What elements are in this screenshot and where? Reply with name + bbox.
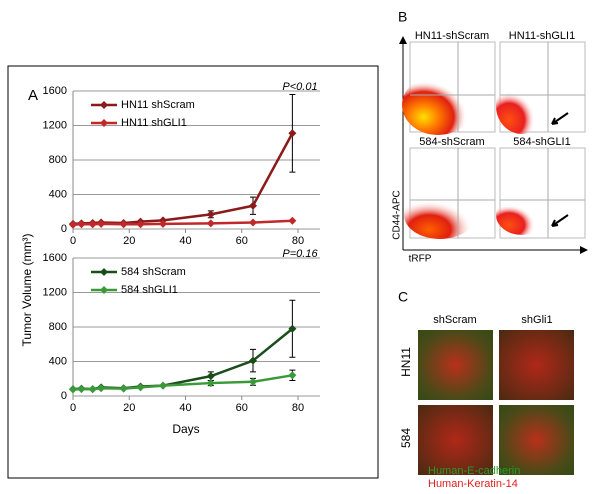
- data-point: [69, 220, 77, 229]
- data-point: [69, 385, 77, 394]
- plot-title: 584-shScram: [419, 136, 484, 148]
- legend-marker: [100, 119, 108, 127]
- annotation: P=0.16: [282, 248, 318, 260]
- data-point: [119, 220, 128, 229]
- annotation: P<0.01: [282, 81, 317, 93]
- panel-frame: [7, 65, 379, 479]
- legend-label: HN11 shScram: [121, 99, 195, 111]
- stain-legend: Human-Keratin-14: [428, 478, 518, 490]
- row-label: HN11: [399, 347, 413, 377]
- y-tick-label: 400: [49, 188, 67, 200]
- data-point: [288, 324, 297, 333]
- plot-title: HN11-shGLI1: [509, 30, 575, 42]
- data-point: [288, 371, 297, 380]
- legend-label: 584 shGLI1: [121, 284, 178, 296]
- y-axis-label: Tumor Volume (mm³): [20, 234, 34, 347]
- x-tick-label: 0: [70, 402, 76, 414]
- flow-plots: [402, 41, 586, 239]
- x-axis-label: Days: [172, 422, 199, 436]
- x-tick-label: 0: [70, 235, 76, 247]
- data-point: [206, 210, 215, 219]
- y-tick-label: 400: [49, 355, 67, 367]
- plot-title: 584-shGLI1: [513, 136, 570, 148]
- legend-label: HN11 shGLI1: [121, 117, 187, 129]
- series-line: [72, 374, 293, 391]
- row-label: 584: [399, 428, 413, 448]
- x-tick-label: 80: [292, 235, 304, 247]
- x-tick-label: 80: [292, 402, 304, 414]
- data-point: [88, 220, 97, 229]
- axis-label: CD44-APC: [392, 190, 403, 239]
- data-point: [249, 218, 257, 227]
- x-tick-label: 60: [236, 235, 248, 247]
- data-point: [249, 356, 257, 365]
- arrowhead: [399, 36, 407, 44]
- data-point: [97, 384, 106, 393]
- data-point: [136, 220, 145, 229]
- legend-marker: [100, 286, 108, 294]
- legend-marker: [100, 268, 108, 276]
- y-tick-label: 1600: [43, 252, 67, 264]
- y-tick-label: 1200: [43, 119, 67, 131]
- x-tick-label: 60: [236, 402, 248, 414]
- legend-marker: [100, 101, 108, 109]
- arrowhead: [580, 246, 588, 254]
- data-point: [88, 385, 97, 394]
- y-tick-label: 0: [61, 223, 67, 235]
- data-point: [206, 372, 215, 381]
- stain-legend: Human-E-cadherin: [428, 465, 520, 477]
- data-point: [249, 377, 257, 386]
- panel-label: A: [28, 87, 38, 104]
- axis-label: tRFP: [409, 254, 432, 265]
- y-tick-label: 800: [49, 154, 67, 166]
- data-point: [159, 219, 167, 228]
- x-tick-label: 40: [179, 402, 191, 414]
- series-line: [72, 132, 294, 226]
- legend-label: 584 shScram: [121, 266, 186, 278]
- column-label: shScram: [433, 314, 476, 326]
- series-line: [72, 219, 293, 226]
- y-tick-label: 1200: [43, 286, 67, 298]
- data-point: [159, 381, 167, 390]
- x-tick-label: 20: [123, 402, 135, 414]
- panel-label: C: [398, 289, 408, 305]
- y-tick-label: 0: [61, 390, 67, 402]
- micrographs: [418, 330, 574, 475]
- column-label: shGli1: [521, 314, 552, 326]
- data-point: [206, 379, 215, 388]
- data-point: [249, 201, 257, 210]
- data-point: [119, 384, 128, 393]
- x-tick-label: 20: [123, 235, 135, 247]
- y-tick-label: 1600: [43, 85, 67, 97]
- y-tick-label: 800: [49, 321, 67, 333]
- x-tick-label: 40: [179, 235, 191, 247]
- data-point: [77, 385, 86, 394]
- data-point: [136, 383, 145, 392]
- plot-title: HN11-shScram: [415, 30, 489, 42]
- data-point: [288, 216, 297, 225]
- data-point: [77, 220, 86, 229]
- data-point: [97, 219, 106, 228]
- panel-label: B: [398, 9, 407, 25]
- data-point: [206, 219, 215, 228]
- data-point: [288, 129, 297, 138]
